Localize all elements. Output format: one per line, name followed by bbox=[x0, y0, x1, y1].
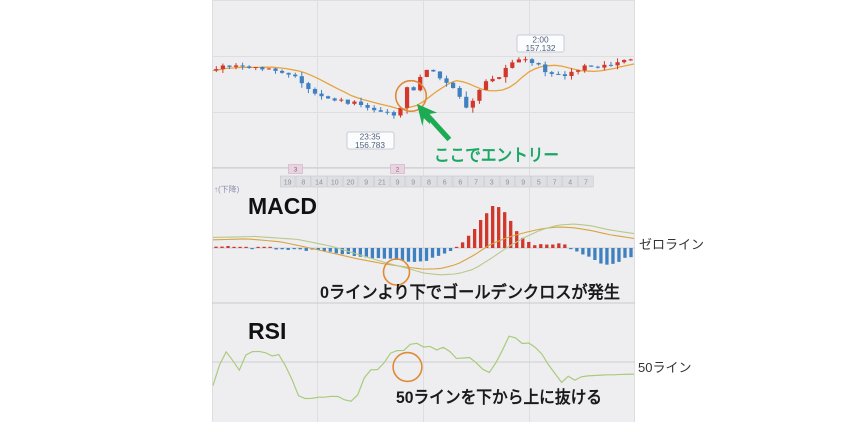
svg-text:156.783: 156.783 bbox=[355, 140, 385, 150]
svg-text:MACD: MACD bbox=[248, 193, 317, 219]
svg-text:7: 7 bbox=[553, 179, 557, 186]
svg-text:9: 9 bbox=[505, 179, 509, 186]
svg-text:9: 9 bbox=[396, 179, 400, 186]
svg-text:8: 8 bbox=[301, 179, 305, 186]
svg-text:RSI: RSI bbox=[248, 318, 286, 344]
svg-text:8: 8 bbox=[427, 179, 431, 186]
svg-text:50ラインを下から上に抜ける: 50ラインを下から上に抜ける bbox=[396, 387, 602, 407]
svg-text:2: 2 bbox=[396, 167, 400, 174]
svg-text:0ラインより下でゴールデンクロスが発生: 0ラインより下でゴールデンクロスが発生 bbox=[320, 282, 620, 302]
svg-text:6: 6 bbox=[458, 179, 462, 186]
svg-text:ここでエントリー: ここでエントリー bbox=[434, 146, 559, 165]
svg-text:19: 19 bbox=[284, 179, 292, 186]
svg-text:21: 21 bbox=[378, 179, 386, 186]
svg-text:↑(下降): ↑(下降) bbox=[214, 184, 240, 194]
svg-text:10: 10 bbox=[331, 179, 339, 186]
svg-text:7: 7 bbox=[584, 179, 588, 186]
svg-text:14: 14 bbox=[315, 179, 323, 186]
svg-text:9: 9 bbox=[411, 179, 415, 186]
svg-text:3: 3 bbox=[490, 179, 494, 186]
svg-text:7: 7 bbox=[474, 179, 478, 186]
svg-text:3: 3 bbox=[294, 167, 298, 174]
svg-text:20: 20 bbox=[347, 179, 355, 186]
svg-text:50ライン: 50ライン bbox=[638, 360, 691, 375]
svg-text:157.132: 157.132 bbox=[526, 43, 556, 53]
svg-text:ゼロライン: ゼロライン bbox=[639, 237, 704, 252]
svg-text:6: 6 bbox=[443, 179, 447, 186]
svg-text:5: 5 bbox=[537, 179, 541, 186]
svg-text:9: 9 bbox=[364, 179, 368, 186]
svg-text:4: 4 bbox=[568, 179, 572, 186]
svg-text:9: 9 bbox=[521, 179, 525, 186]
